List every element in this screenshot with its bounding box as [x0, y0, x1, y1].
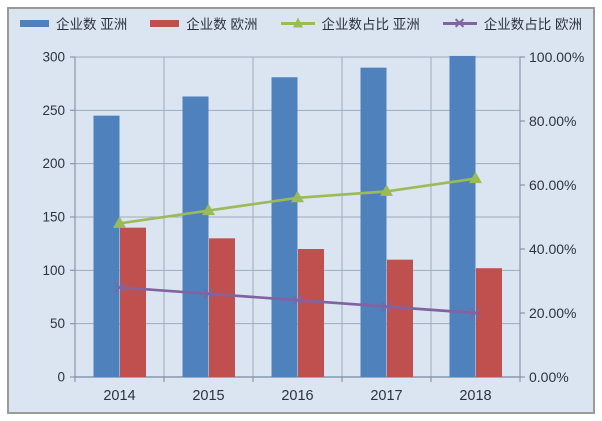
- bar-europe-count-2016: [298, 249, 324, 377]
- left-axis-tick-label: 250: [42, 103, 65, 118]
- left-axis-tick-label: 50: [50, 316, 65, 331]
- bar-europe-count-2014: [120, 227, 146, 377]
- legend-label-europe-share: 企业数占比 欧洲: [483, 17, 583, 32]
- bar-asia-count-2015: [182, 96, 209, 377]
- left-axis-tick-label: 200: [42, 156, 65, 171]
- x-axis-category-label: 2016: [281, 388, 313, 404]
- x-axis-category-label: 2014: [103, 388, 135, 404]
- left-axis-tick-label: 150: [42, 210, 65, 225]
- x-marker-icon: [455, 19, 464, 28]
- legend-label-asia-count: 企业数 亚洲: [55, 17, 128, 32]
- right-axis-tick-label: 80.00%: [529, 113, 576, 129]
- legend: 企业数 亚洲 企业数 欧洲 企业数占比 亚洲 企业数占比 欧洲: [0, 13, 602, 33]
- triangle-marker-icon: [292, 17, 303, 28]
- marker-europe-share-2018: [470, 307, 481, 319]
- marker-asia-share-2016: [291, 190, 304, 203]
- x-axis-category-label: 2018: [459, 388, 491, 404]
- marker-asia-share-2017: [380, 184, 393, 196]
- legend-label-europe-count: 企业数 欧洲: [186, 17, 258, 32]
- x-axis-category-label: 2015: [192, 388, 224, 404]
- bar-asia-count-2014: [93, 115, 120, 378]
- legend-swatch-asia-bar-icon: [19, 19, 49, 27]
- left-axis-tick-label: 300: [42, 50, 65, 65]
- bar-europe-count-2015: [209, 238, 235, 377]
- right-axis-tick-label: 60.00%: [529, 177, 576, 193]
- marker-europe-share-2016: [292, 295, 303, 306]
- legend-swatch-asia-line-icon: [280, 17, 315, 28]
- legend-item-europe-share: 企业数占比 欧洲: [442, 13, 583, 33]
- bar-europe-count-2017: [387, 259, 413, 377]
- bar-europe-count-2018: [476, 268, 502, 377]
- legend-item-asia-share: 企业数占比 亚洲: [280, 13, 420, 33]
- marker-asia-share-2014: [113, 216, 126, 228]
- marker-europe-share-2015: [203, 288, 214, 299]
- marker-asia-share-2018: [469, 171, 482, 184]
- bar-asia-count-2017: [360, 67, 387, 378]
- right-axis-tick-label: 100.00%: [529, 49, 584, 65]
- left-axis-tick-label: 0: [57, 370, 65, 385]
- right-axis-tick-label: 0.00%: [529, 369, 569, 385]
- legend-item-europe-count: 企业数 欧洲: [150, 13, 258, 33]
- legend-label-asia-share: 企业数占比 亚洲: [321, 17, 420, 32]
- right-axis-tick-label: 20.00%: [529, 305, 576, 321]
- legend-swatch-europe-line-icon: [442, 19, 477, 28]
- legend-swatch-europe-bar-icon: [150, 19, 180, 27]
- right-axis-tick-label: 40.00%: [529, 241, 576, 257]
- bar-asia-count-2018: [449, 55, 476, 377]
- bar-asia-count-2016: [271, 77, 298, 378]
- marker-europe-share-2017: [381, 301, 392, 312]
- x-axis-category-label: 2017: [370, 388, 402, 404]
- left-axis-tick-label: 100: [42, 263, 65, 278]
- marker-europe-share-2014: [114, 282, 125, 293]
- marker-asia-share-2015: [202, 203, 215, 216]
- legend-item-asia-count: 企业数 亚洲: [19, 13, 128, 33]
